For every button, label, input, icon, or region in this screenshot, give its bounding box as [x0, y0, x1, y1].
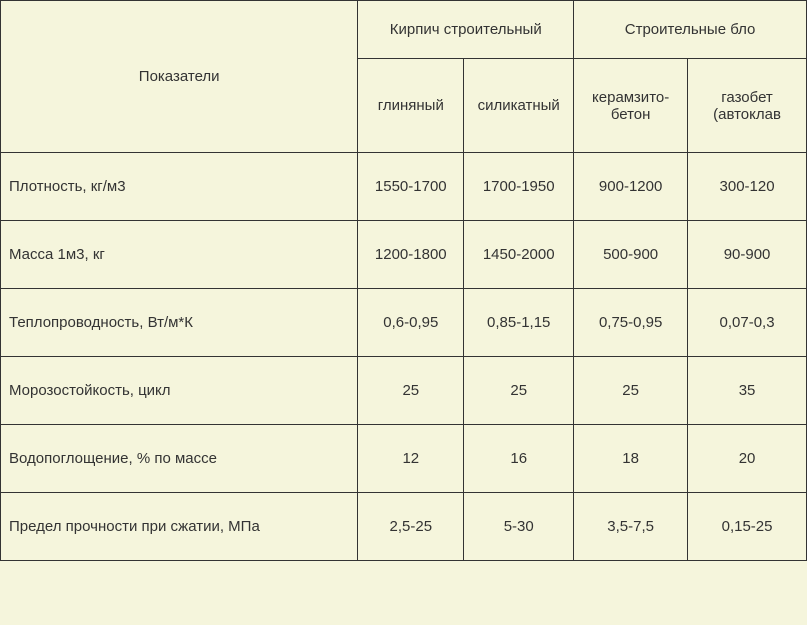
data-cell: 0,6-0,95	[358, 289, 464, 357]
data-cell: 20	[688, 425, 807, 493]
data-cell: 1550-1700	[358, 153, 464, 221]
data-cell: 35	[688, 357, 807, 425]
sub-header-col2: силикатный	[464, 59, 574, 153]
sub-header-col3: керамзито-бетон	[574, 59, 688, 153]
row-label: Масса 1м3, кг	[1, 221, 358, 289]
data-cell: 0,07-0,3	[688, 289, 807, 357]
data-cell: 25	[358, 357, 464, 425]
sub-header-col4: газобет(автоклав	[688, 59, 807, 153]
row-label: Плотность, кг/м3	[1, 153, 358, 221]
data-cell: 500-900	[574, 221, 688, 289]
data-cell: 18	[574, 425, 688, 493]
data-cell: 1450-2000	[464, 221, 574, 289]
table-row: Морозостойкость, цикл 25 25 25 35	[1, 357, 807, 425]
row-label: Водопоглощение, % по массе	[1, 425, 358, 493]
table-row: Теплопроводность, Вт/м*К 0,6-0,95 0,85-1…	[1, 289, 807, 357]
data-cell: 3,5-7,5	[574, 493, 688, 561]
row-label: Предел прочности при сжатии, МПа	[1, 493, 358, 561]
data-cell: 0,15-25	[688, 493, 807, 561]
data-cell: 12	[358, 425, 464, 493]
main-header-cell: Показатели	[1, 1, 358, 153]
data-cell: 1200-1800	[358, 221, 464, 289]
data-cell: 1700-1950	[464, 153, 574, 221]
data-cell: 25	[574, 357, 688, 425]
materials-comparison-table: Показатели Кирпич строительный Строитель…	[0, 0, 807, 561]
data-cell: 2,5-25	[358, 493, 464, 561]
sub-header-col1: глиняный	[358, 59, 464, 153]
table-row: Предел прочности при сжатии, МПа 2,5-25 …	[1, 493, 807, 561]
data-cell: 16	[464, 425, 574, 493]
table-row: Водопоглощение, % по массе 12 16 18 20	[1, 425, 807, 493]
col-group-2-header: Строительные бло	[574, 1, 807, 59]
table-row: Масса 1м3, кг 1200-1800 1450-2000 500-90…	[1, 221, 807, 289]
row-label: Морозостойкость, цикл	[1, 357, 358, 425]
data-cell: 900-1200	[574, 153, 688, 221]
data-cell: 300-120	[688, 153, 807, 221]
data-cell: 90-900	[688, 221, 807, 289]
data-cell: 5-30	[464, 493, 574, 561]
table-row: Плотность, кг/м3 1550-1700 1700-1950 900…	[1, 153, 807, 221]
row-label: Теплопроводность, Вт/м*К	[1, 289, 358, 357]
col-group-1-header: Кирпич строительный	[358, 1, 574, 59]
table-header-row-1: Показатели Кирпич строительный Строитель…	[1, 1, 807, 59]
data-cell: 0,75-0,95	[574, 289, 688, 357]
data-cell: 25	[464, 357, 574, 425]
data-cell: 0,85-1,15	[464, 289, 574, 357]
